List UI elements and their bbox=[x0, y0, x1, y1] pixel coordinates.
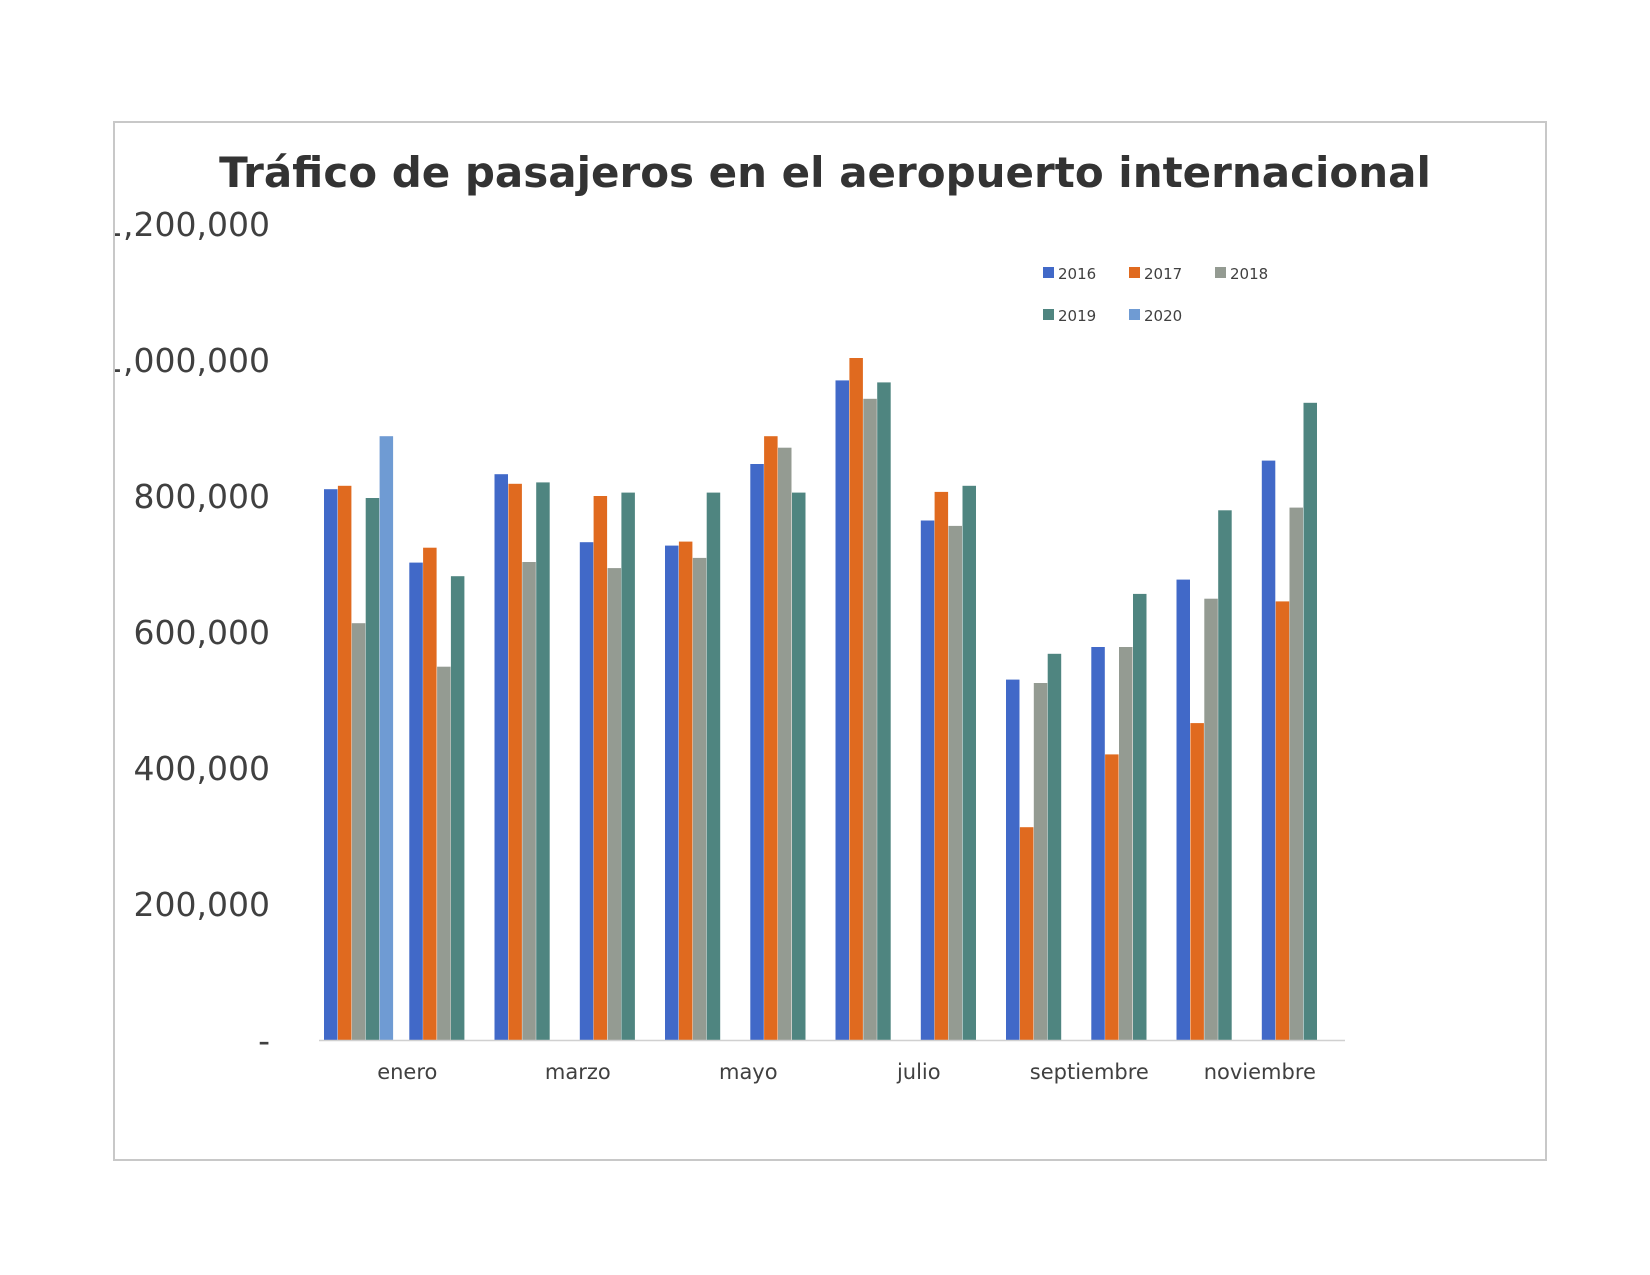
bar-2019-junio bbox=[792, 492, 806, 1041]
bar-2017-abril bbox=[593, 496, 608, 1040]
y-axis: - 200,000 400,000 600,000 800,000 1,000,000 1,… bbox=[115, 205, 270, 1060]
bar-2017-mayo bbox=[678, 541, 693, 1040]
bar-2016-noviembre bbox=[1176, 579, 1190, 1040]
legend-label-2020: 2020 bbox=[1144, 307, 1182, 325]
legend-swatch-2016 bbox=[1043, 267, 1054, 278]
bar-2016-marzo bbox=[494, 474, 508, 1040]
legend-swatch-2017 bbox=[1129, 267, 1140, 278]
bar-2018-julio bbox=[863, 398, 877, 1040]
bar-2019-enero bbox=[365, 498, 380, 1040]
bar-2017-junio bbox=[764, 436, 778, 1040]
bar-2018-junio bbox=[778, 447, 792, 1040]
x-tick-label: marzo bbox=[545, 1060, 611, 1084]
y-tick-label: 800,000 bbox=[134, 477, 270, 516]
bar-2016-agosto bbox=[920, 520, 935, 1040]
x-tick-label: mayo bbox=[719, 1060, 778, 1084]
bar-2017-diciembre bbox=[1275, 601, 1290, 1040]
y-tick-label: - bbox=[258, 1021, 270, 1060]
bar-2019-octubre bbox=[1133, 593, 1147, 1040]
bar-2018-febrero bbox=[437, 666, 451, 1040]
bar-2016-febrero bbox=[409, 562, 423, 1040]
chart-title: Tráfico de pasajeros en el aeropuerto in… bbox=[219, 148, 1431, 197]
bar-2019-agosto bbox=[962, 485, 976, 1040]
bar-2016-abril bbox=[579, 542, 594, 1040]
bar-2019-diciembre bbox=[1303, 402, 1317, 1040]
bar-2018-noviembre bbox=[1204, 598, 1218, 1040]
y-tick-label: 200,000 bbox=[134, 885, 270, 924]
y-tick-label: 600,000 bbox=[134, 613, 270, 652]
x-tick-label: noviembre bbox=[1204, 1060, 1316, 1084]
legend: 2016 2017 2018 2019 2020 bbox=[1043, 265, 1268, 325]
bar-2018-septiembre bbox=[1033, 683, 1048, 1040]
bar-2017-noviembre bbox=[1190, 723, 1204, 1040]
x-axis: enero marzo mayo julio septiembre noviembre bbox=[319, 1039, 1345, 1084]
bar-2018-abril bbox=[607, 568, 622, 1040]
bar-2016-mayo bbox=[665, 545, 679, 1040]
bar-2019-abril bbox=[621, 492, 635, 1041]
chart-svg: Tráfico de pasajeros en el aeropuerto in… bbox=[115, 148, 1431, 1084]
x-tick-label: julio bbox=[896, 1060, 941, 1084]
bar-2019-julio bbox=[877, 382, 891, 1040]
y-tick-label: 400,000 bbox=[134, 749, 270, 788]
legend-swatch-2018 bbox=[1215, 267, 1226, 278]
bar-2018-mayo bbox=[692, 557, 707, 1040]
bar-2018-octubre bbox=[1119, 647, 1133, 1040]
bar-2016-diciembre bbox=[1261, 460, 1276, 1041]
bar-2017-marzo bbox=[508, 483, 522, 1040]
legend-label-2016: 2016 bbox=[1058, 265, 1096, 283]
bar-2019-septiembre bbox=[1047, 653, 1062, 1040]
bar-2017-febrero bbox=[423, 547, 437, 1040]
bar-2018-diciembre bbox=[1289, 507, 1303, 1041]
x-tick-label: enero bbox=[377, 1060, 437, 1084]
bar-2016-julio bbox=[835, 380, 849, 1040]
legend-swatch-2020 bbox=[1129, 309, 1140, 320]
bar-2018-agosto bbox=[948, 525, 962, 1040]
bar-2017-octubre bbox=[1105, 754, 1119, 1040]
chart-frame: Tráfico de pasajeros en el aeropuerto in… bbox=[113, 121, 1547, 1161]
y-tick-label: 1,200,000 bbox=[115, 205, 270, 244]
bar-2017-agosto bbox=[934, 491, 949, 1040]
bar-2017-julio bbox=[849, 358, 863, 1040]
x-tick-label: septiembre bbox=[1030, 1060, 1149, 1084]
y-tick-label: 1,000,000 bbox=[115, 341, 270, 380]
bar-2016-junio bbox=[750, 464, 764, 1040]
bar-2018-enero bbox=[351, 623, 366, 1040]
bar-2019-febrero bbox=[450, 576, 465, 1040]
bar-2019-noviembre bbox=[1218, 510, 1232, 1040]
legend-label-2017: 2017 bbox=[1144, 265, 1182, 283]
bar-2019-marzo bbox=[536, 482, 550, 1040]
bar-2016-octubre bbox=[1091, 647, 1105, 1040]
bar-2018-marzo bbox=[522, 562, 536, 1040]
bar-2017-septiembre bbox=[1019, 827, 1034, 1040]
bar-2019-mayo bbox=[706, 492, 721, 1041]
bar-2016-septiembre bbox=[1006, 679, 1020, 1040]
legend-label-2019: 2019 bbox=[1058, 307, 1096, 325]
bar-2017-enero bbox=[337, 485, 352, 1040]
bar-2016-enero bbox=[324, 489, 338, 1040]
legend-swatch-2019 bbox=[1043, 309, 1054, 320]
bars bbox=[324, 358, 1317, 1041]
bar-2020-enero bbox=[379, 436, 394, 1040]
legend-label-2018: 2018 bbox=[1230, 265, 1268, 283]
